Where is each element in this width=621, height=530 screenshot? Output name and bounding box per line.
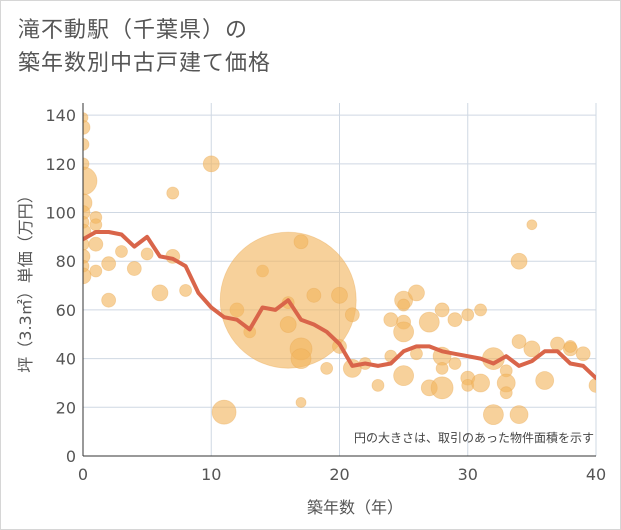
data-bubble: [511, 334, 527, 349]
data-bubble: [83, 119, 91, 135]
data-bubble: [101, 292, 117, 308]
data-bubble: [418, 311, 440, 333]
y-tick-label: 80: [56, 252, 76, 271]
x-axis-label: 築年数（年）: [307, 498, 403, 517]
data-bubble: [331, 286, 348, 304]
data-bubble: [575, 346, 591, 362]
chart-title-line1: 滝不動駅（千葉県）の: [18, 18, 249, 43]
data-bubble: [448, 357, 462, 370]
chart-title: 滝不動駅（千葉県）の 築年数別中古戸建て価格: [18, 14, 271, 80]
data-bubble: [83, 166, 98, 196]
data-bubble: [306, 287, 322, 303]
data-bubble: [83, 205, 91, 220]
data-bubble: [371, 378, 385, 392]
data-bubble: [179, 284, 193, 297]
data-bubble: [434, 302, 450, 318]
data-bubble: [482, 404, 504, 426]
data-bubble: [140, 247, 154, 261]
y-tick-label: 120: [45, 155, 76, 174]
trend-layer: [83, 230, 596, 381]
data-bubble: [101, 256, 117, 272]
x-tick-label: 20: [329, 465, 349, 484]
data-bubble: [126, 261, 142, 276]
data-bubble: [471, 373, 490, 393]
data-bubble: [474, 303, 487, 317]
data-bubble: [83, 267, 92, 285]
data-bubble: [151, 284, 169, 302]
data-bubble: [115, 245, 128, 258]
data-bubble: [295, 397, 307, 408]
data-bubble: [83, 112, 89, 124]
data-bubble: [435, 361, 449, 375]
data-bubble: [535, 371, 555, 390]
data-bubble: [211, 399, 237, 425]
x-tick-label: 0: [78, 465, 88, 484]
data-bubble: [89, 218, 103, 232]
data-bubble: [83, 157, 90, 171]
data-bubble: [499, 386, 513, 400]
data-bubble: [393, 321, 415, 343]
x-tick-label: 30: [458, 465, 478, 484]
chart-title-line2: 築年数別中古戸建て価格: [18, 51, 272, 76]
data-bubble: [397, 298, 411, 312]
data-bubble: [509, 405, 529, 425]
axes: 0 20 40 60 80 100 120 140 0 10 20 30 40: [45, 103, 606, 484]
data-bubble: [83, 248, 91, 264]
trend-line: [83, 230, 596, 381]
y-tick-label: 100: [45, 204, 76, 223]
y-axis-label: 坪（3.3㎡）単価（万円）: [16, 187, 35, 372]
data-bubble: [166, 186, 180, 200]
data-bubble: [430, 376, 454, 400]
y-tick-label: 0: [66, 447, 76, 466]
size-legend-note: 円の大きさは、取引のあった物件面積を示す: [354, 430, 594, 445]
y-tick-label: 140: [45, 106, 76, 125]
data-bubble: [588, 378, 596, 393]
y-tick-label: 20: [56, 398, 76, 417]
data-bubble: [447, 312, 463, 328]
data-bubble: [89, 264, 103, 278]
x-tick-label: 40: [586, 465, 606, 484]
data-bubble: [461, 308, 475, 322]
data-bubble: [202, 155, 220, 173]
y-tick-label: 40: [56, 350, 76, 369]
data-bubble: [320, 361, 334, 375]
data-bubble: [510, 252, 528, 270]
data-bubble: [279, 316, 297, 333]
data-bubble: [88, 236, 104, 252]
y-tick-label: 60: [56, 301, 76, 320]
data-bubble: [293, 234, 309, 250]
data-bubble: [290, 348, 312, 370]
x-tick-label: 10: [201, 465, 221, 484]
data-bubble: [563, 340, 577, 353]
data-bubble: [83, 137, 90, 151]
data-bubble: [408, 284, 425, 302]
data-bubble: [550, 336, 565, 352]
data-bubble: [523, 340, 541, 358]
data-bubble: [383, 312, 399, 328]
data-bubble: [393, 365, 415, 387]
data-bubble: [526, 219, 538, 231]
data-bubble: [344, 307, 360, 323]
